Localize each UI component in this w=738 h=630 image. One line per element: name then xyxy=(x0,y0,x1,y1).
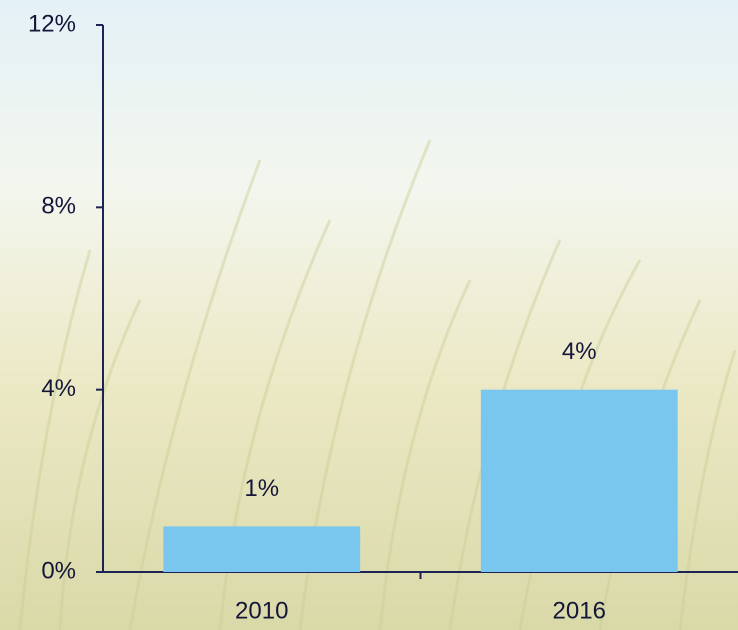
value-label: 4% xyxy=(562,338,597,365)
x-tick-label: 2010 xyxy=(235,597,288,624)
value-label: 1% xyxy=(244,475,279,502)
y-tick-label: 12% xyxy=(28,10,76,37)
y-tick-label: 8% xyxy=(41,193,76,220)
y-tick-label: 0% xyxy=(41,557,76,584)
chart: 0% 4% 8% 12% 2010 1% 2016 4% xyxy=(0,0,738,630)
bar xyxy=(163,526,360,572)
x-tick-label: 2016 xyxy=(553,597,606,624)
bar xyxy=(481,390,678,572)
y-tick-label: 4% xyxy=(41,375,76,402)
